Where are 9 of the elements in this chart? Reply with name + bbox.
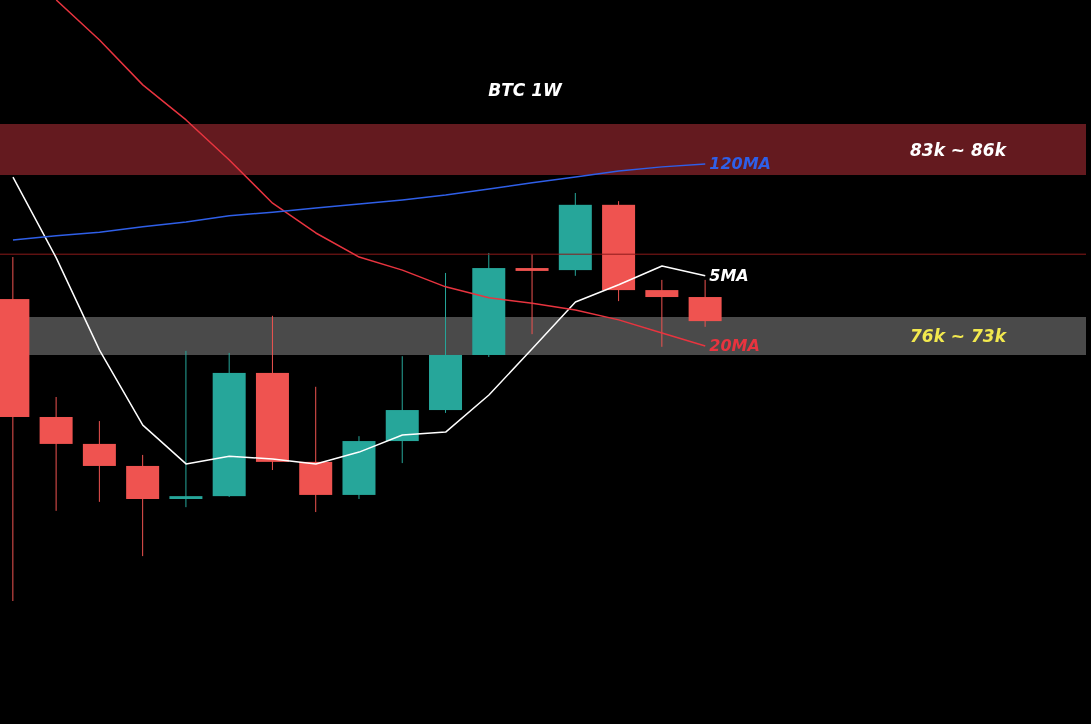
series-label: 120MA — [709, 154, 771, 174]
candlestick — [645, 279, 679, 348]
candlestick — [515, 253, 549, 335]
series-label: 20MA — [709, 335, 760, 355]
chart-title: BTC 1W — [487, 80, 564, 100]
candlestick — [169, 350, 203, 508]
series-label: 5MA — [709, 265, 749, 285]
band-label: 76k ~ 73k — [909, 326, 1008, 347]
band-label: 83k ~ 86k — [909, 139, 1008, 160]
